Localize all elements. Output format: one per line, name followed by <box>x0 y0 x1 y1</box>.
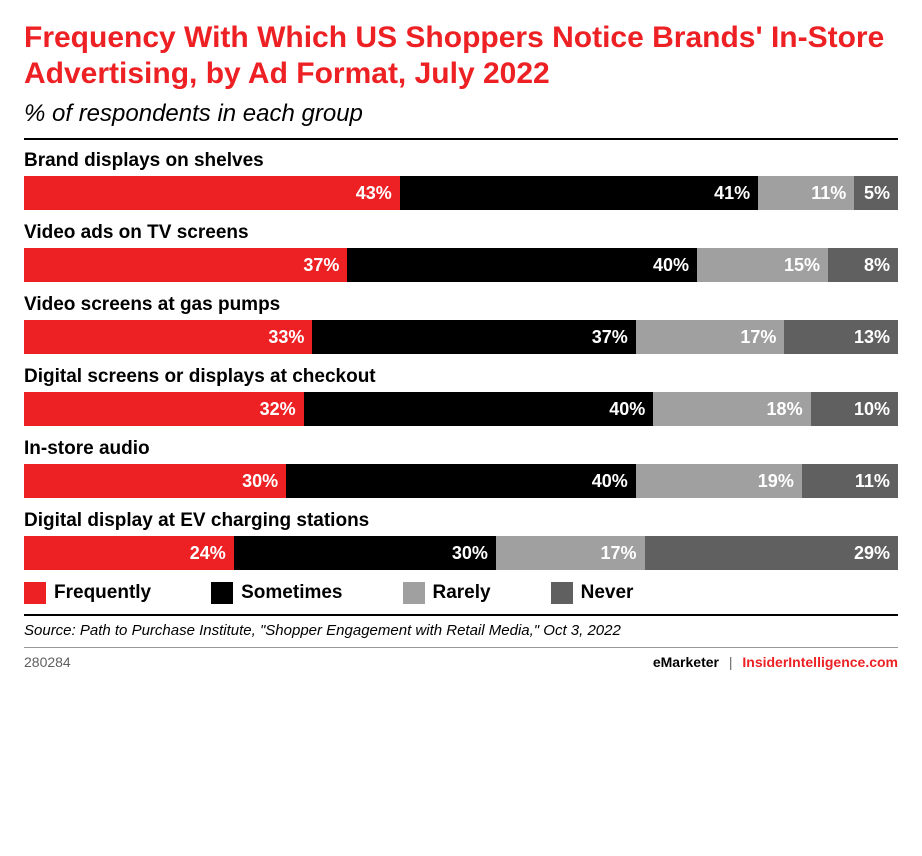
row-label: Digital screens or displays at checkout <box>24 366 898 388</box>
legend: Frequently Sometimes Rarely Never <box>24 582 898 604</box>
row-label: In-store audio <box>24 438 898 460</box>
legend-swatch <box>551 582 573 604</box>
bar-segment-sometimes: 40% <box>304 392 654 426</box>
bar-segment-frequently: 24% <box>24 536 234 570</box>
bar-segment-never: 11% <box>802 464 898 498</box>
legend-label: Never <box>581 582 634 604</box>
bar-segment-frequently: 30% <box>24 464 286 498</box>
stacked-bar: 24%30%17%29% <box>24 536 898 570</box>
brand-insider: InsiderIntelligence.com <box>742 654 898 670</box>
branding: eMarketer | InsiderIntelligence.com <box>653 654 898 670</box>
bar-segment-sometimes: 37% <box>312 320 635 354</box>
brand-separator: | <box>729 654 733 670</box>
bar-segment-never: 8% <box>828 248 898 282</box>
chart-area: Brand displays on shelves43%41%11%5%Vide… <box>24 150 898 570</box>
bar-segment-sometimes: 40% <box>347 248 697 282</box>
legend-label: Sometimes <box>241 582 342 604</box>
stacked-bar: 33%37%17%13% <box>24 320 898 354</box>
chart-subtitle: % of respondents in each group <box>24 100 898 128</box>
bar-segment-never: 29% <box>645 536 898 570</box>
divider-top <box>24 138 898 140</box>
bar-segment-never: 10% <box>811 392 898 426</box>
bar-segment-frequently: 32% <box>24 392 304 426</box>
chart-title: Frequency With Which US Shoppers Notice … <box>24 20 898 92</box>
bar-segment-rarely: 19% <box>636 464 802 498</box>
divider-bottom <box>24 614 898 616</box>
bar-segment-sometimes: 30% <box>234 536 496 570</box>
chart-row: Brand displays on shelves 43%41%11%5% <box>24 150 898 210</box>
row-label: Video screens at gas pumps <box>24 294 898 316</box>
row-label: Video ads on TV screens <box>24 222 898 244</box>
legend-item: Never <box>551 582 634 604</box>
bar-segment-rarely: 18% <box>653 392 810 426</box>
stacked-bar: 37%40%15%8% <box>24 248 898 282</box>
bar-segment-rarely: 15% <box>697 248 828 282</box>
chart-row: Digital screens or displays at checkout 3… <box>24 366 898 426</box>
legend-swatch <box>24 582 46 604</box>
bar-segment-sometimes: 41% <box>400 176 758 210</box>
chart-id: 280284 <box>24 654 71 670</box>
legend-label: Rarely <box>433 582 491 604</box>
source-text: Source: Path to Purchase Institute, "Sho… <box>24 622 898 639</box>
legend-item: Sometimes <box>211 582 342 604</box>
legend-item: Frequently <box>24 582 151 604</box>
bar-segment-frequently: 37% <box>24 248 347 282</box>
chart-row: Video screens at gas pumps 33%37%17%13% <box>24 294 898 354</box>
chart-row: Digital display at EV charging stations 2… <box>24 510 898 570</box>
brand-emarketer: eMarketer <box>653 654 719 670</box>
chart-row: In-store audio 30%40%19%11% <box>24 438 898 498</box>
legend-label: Frequently <box>54 582 151 604</box>
bar-segment-rarely: 17% <box>496 536 645 570</box>
stacked-bar: 32%40%18%10% <box>24 392 898 426</box>
legend-swatch <box>211 582 233 604</box>
bar-segment-never: 5% <box>854 176 898 210</box>
row-label: Digital display at EV charging stations <box>24 510 898 532</box>
bar-segment-frequently: 43% <box>24 176 400 210</box>
bar-segment-rarely: 11% <box>758 176 854 210</box>
footer: 280284 eMarketer | InsiderIntelligence.c… <box>24 647 898 670</box>
bar-segment-rarely: 17% <box>636 320 785 354</box>
legend-item: Rarely <box>403 582 491 604</box>
chart-row: Video ads on TV screens 37%40%15%8% <box>24 222 898 282</box>
stacked-bar: 43%41%11%5% <box>24 176 898 210</box>
bar-segment-never: 13% <box>784 320 898 354</box>
bar-segment-sometimes: 40% <box>286 464 636 498</box>
legend-swatch <box>403 582 425 604</box>
stacked-bar: 30%40%19%11% <box>24 464 898 498</box>
row-label: Brand displays on shelves <box>24 150 898 172</box>
bar-segment-frequently: 33% <box>24 320 312 354</box>
